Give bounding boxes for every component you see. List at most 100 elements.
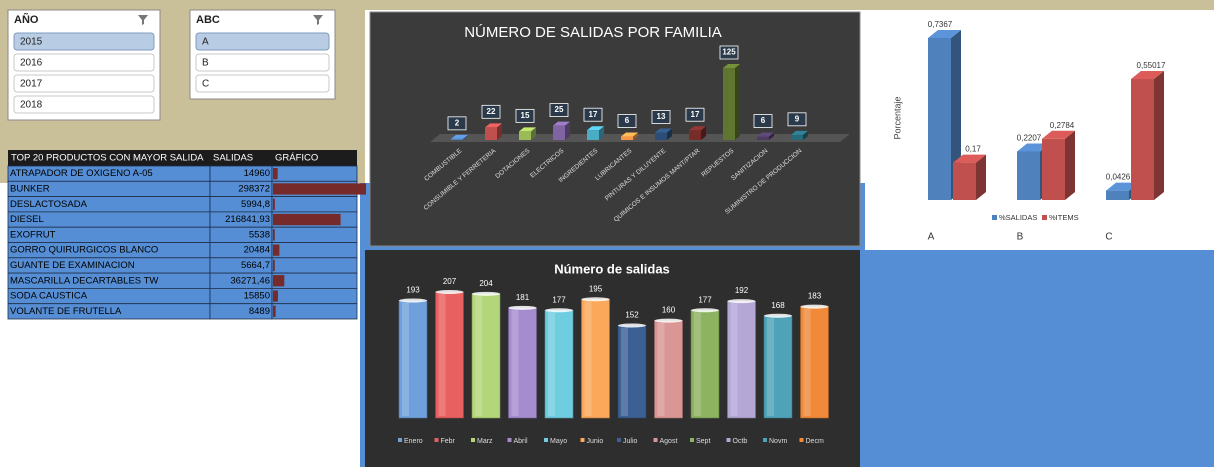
bar	[953, 162, 976, 200]
legend-label: Mayo	[550, 438, 567, 445]
product-name: GORRO QUIRURGICOS BLANCO	[10, 245, 158, 256]
salidas-value: 36271,46	[230, 275, 270, 286]
legend-swatch	[799, 438, 804, 442]
value-label-box	[481, 104, 501, 119]
value-label: 15	[521, 111, 530, 120]
bar-top	[553, 121, 570, 126]
legend-label: Decm	[806, 438, 824, 445]
legend-label: Julio	[623, 438, 638, 445]
legend-label: Abril	[514, 438, 528, 445]
bar	[553, 125, 565, 140]
bar-side	[463, 134, 468, 140]
value-label: 125	[722, 48, 736, 57]
bar	[1106, 190, 1129, 200]
legend-swatch	[992, 215, 997, 220]
bar-highlight	[511, 309, 519, 416]
data-bar	[273, 229, 275, 241]
table-cell	[271, 242, 358, 259]
product-name: DESLACTOSADA	[10, 199, 88, 210]
bar	[690, 309, 720, 419]
value-label: 6	[625, 116, 630, 125]
bar-top	[791, 130, 808, 135]
bar-highlight	[475, 295, 482, 416]
slicer-title: AÑO	[14, 13, 39, 26]
slicer-item[interactable]	[13, 32, 155, 51]
legend-label: %SALIDAS	[999, 213, 1037, 222]
legend-swatch	[580, 438, 585, 442]
bar	[1042, 138, 1065, 200]
value-label: 0,0426	[1106, 173, 1131, 182]
data-bar	[273, 183, 366, 195]
bar-side	[1154, 71, 1164, 201]
bar	[928, 38, 951, 200]
product-name: VOLANTE DE FRUTELLA	[10, 306, 122, 317]
chart-1-frame	[369, 11, 861, 247]
bar-side	[803, 130, 808, 140]
value-label-box	[515, 108, 535, 123]
bar-top	[519, 127, 536, 132]
bar-cap	[508, 305, 537, 310]
bar-side	[497, 123, 502, 140]
legend-label: Febr	[441, 438, 456, 445]
legend-label: Novm	[769, 438, 787, 445]
value-label-box	[753, 114, 773, 128]
legend-swatch	[471, 438, 475, 442]
bar-side	[769, 132, 774, 140]
bar	[1131, 79, 1154, 200]
slicer-item[interactable]	[195, 32, 330, 51]
data-bar	[273, 305, 276, 317]
slicer-item[interactable]	[13, 53, 155, 72]
bar-top	[1017, 143, 1050, 152]
legend-label: Enero	[404, 438, 423, 445]
value-label: 17	[691, 110, 700, 119]
bar-cap	[545, 308, 573, 313]
bar-cap	[727, 299, 756, 304]
bar	[763, 315, 793, 419]
slicer-item[interactable]	[13, 95, 155, 114]
bar-side	[701, 126, 706, 140]
bar	[485, 127, 497, 140]
value-label-box	[617, 114, 637, 128]
slicer-item-label: 2017	[20, 79, 43, 90]
legend-label: Junio	[587, 438, 604, 445]
value-label: 193	[406, 286, 420, 295]
clear-filter-icon[interactable]	[313, 15, 323, 25]
salidas-value: 15850	[244, 291, 270, 302]
value-label: 152	[625, 311, 639, 320]
bar-cap	[654, 318, 683, 323]
chart-2-title: Número de salidas	[554, 261, 670, 276]
slicer-item[interactable]	[13, 74, 155, 93]
data-bar	[273, 168, 278, 180]
bar-cap	[581, 297, 610, 302]
value-label-box	[719, 45, 739, 60]
legend-swatch	[726, 438, 731, 442]
value-label: 2	[455, 118, 460, 127]
value-label: 177	[698, 295, 712, 304]
bar-side	[667, 128, 672, 140]
product-name: EXOFRUT	[10, 229, 56, 240]
value-label: 168	[771, 301, 785, 310]
table-header-cell: SALIDAS	[213, 153, 253, 164]
salidas-value: 5538	[249, 229, 270, 240]
legend-swatch	[544, 438, 548, 442]
bar-highlight	[584, 301, 592, 416]
slicer-item[interactable]	[195, 53, 330, 72]
slicer-item[interactable]	[195, 74, 330, 93]
table-cell	[271, 287, 358, 305]
legend-swatch	[763, 438, 767, 442]
bar-top	[723, 64, 740, 68]
salidas-value: 5994,8	[241, 199, 270, 210]
value-label: 0,2207	[1017, 134, 1042, 143]
bar	[617, 325, 647, 419]
value-label-box	[447, 116, 467, 131]
value-label: 6	[761, 116, 766, 125]
value-label: 0,17	[965, 145, 981, 154]
legend-label: Agost	[660, 438, 678, 445]
bar-side	[633, 132, 638, 140]
bar-side	[735, 64, 740, 140]
salidas-value: 5664,7	[241, 260, 270, 271]
value-label: 13	[657, 112, 666, 121]
clear-filter-icon[interactable]	[138, 15, 148, 25]
value-label-box	[549, 103, 569, 117]
table-cell	[271, 196, 358, 213]
